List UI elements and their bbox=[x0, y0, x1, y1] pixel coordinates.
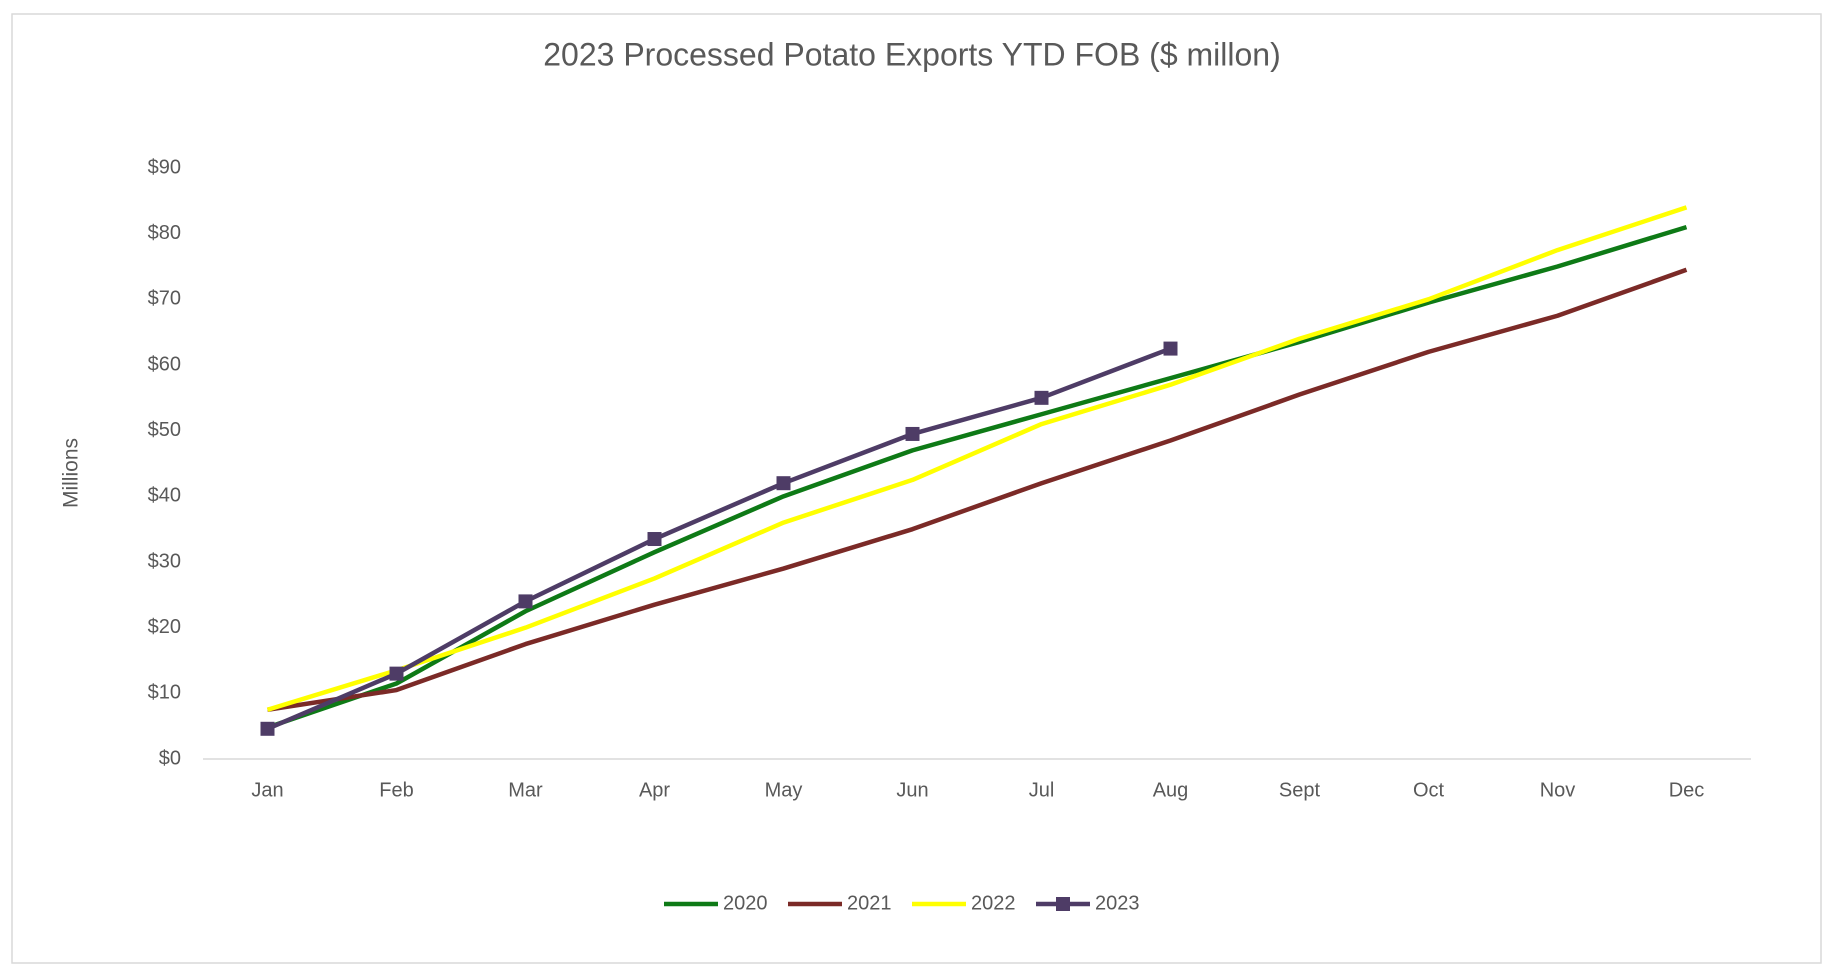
legend-label: 2021 bbox=[847, 892, 892, 914]
x-tick-label: May bbox=[765, 779, 803, 801]
x-tick-label: Feb bbox=[379, 779, 413, 801]
x-tick-label: Jun bbox=[896, 779, 928, 801]
x-tick-label: Apr bbox=[639, 779, 670, 801]
y-tick-label: $60 bbox=[148, 353, 181, 375]
marker bbox=[647, 532, 662, 547]
marker bbox=[776, 476, 791, 491]
series-line bbox=[266, 346, 1172, 731]
y-tick-label: $80 bbox=[148, 222, 181, 244]
marker bbox=[1163, 341, 1178, 356]
legend-marker bbox=[1056, 897, 1070, 911]
y-tick-label: $90 bbox=[148, 156, 181, 178]
x-tick-label: Sept bbox=[1279, 779, 1321, 801]
y-tick-label: $20 bbox=[148, 616, 181, 638]
series-line bbox=[266, 224, 1688, 730]
y-tick-label: $70 bbox=[148, 288, 181, 310]
y-tick-label: $0 bbox=[159, 747, 181, 769]
x-tick-label: Jul bbox=[1029, 779, 1055, 801]
chart-frame bbox=[11, 13, 1822, 964]
y-tick-label: $40 bbox=[148, 485, 181, 507]
chart-title: 2023 Processed Potato Exports YTD FOB ($… bbox=[543, 36, 1281, 72]
legend-label: 2020 bbox=[723, 892, 768, 914]
x-tick-label: Aug bbox=[1153, 779, 1189, 801]
marker bbox=[518, 594, 533, 609]
y-tick-label: $10 bbox=[148, 682, 181, 704]
marker bbox=[389, 666, 404, 681]
x-tick-label: Mar bbox=[508, 779, 543, 801]
legend-label: 2023 bbox=[1095, 892, 1140, 914]
y-tick-label: $50 bbox=[148, 419, 181, 441]
x-tick-label: Oct bbox=[1413, 779, 1445, 801]
x-tick-label: Jan bbox=[251, 779, 283, 801]
x-tick-label: Nov bbox=[1540, 779, 1576, 801]
series-line bbox=[267, 267, 1688, 712]
x-tick-label: Dec bbox=[1669, 779, 1705, 801]
y-tick-label: $30 bbox=[148, 550, 181, 572]
marker bbox=[1034, 390, 1049, 405]
legend-label: 2022 bbox=[971, 892, 1016, 914]
marker bbox=[905, 426, 920, 441]
marker bbox=[260, 721, 275, 736]
series-line bbox=[266, 205, 1688, 712]
y-axis-label: Millions bbox=[60, 438, 83, 508]
